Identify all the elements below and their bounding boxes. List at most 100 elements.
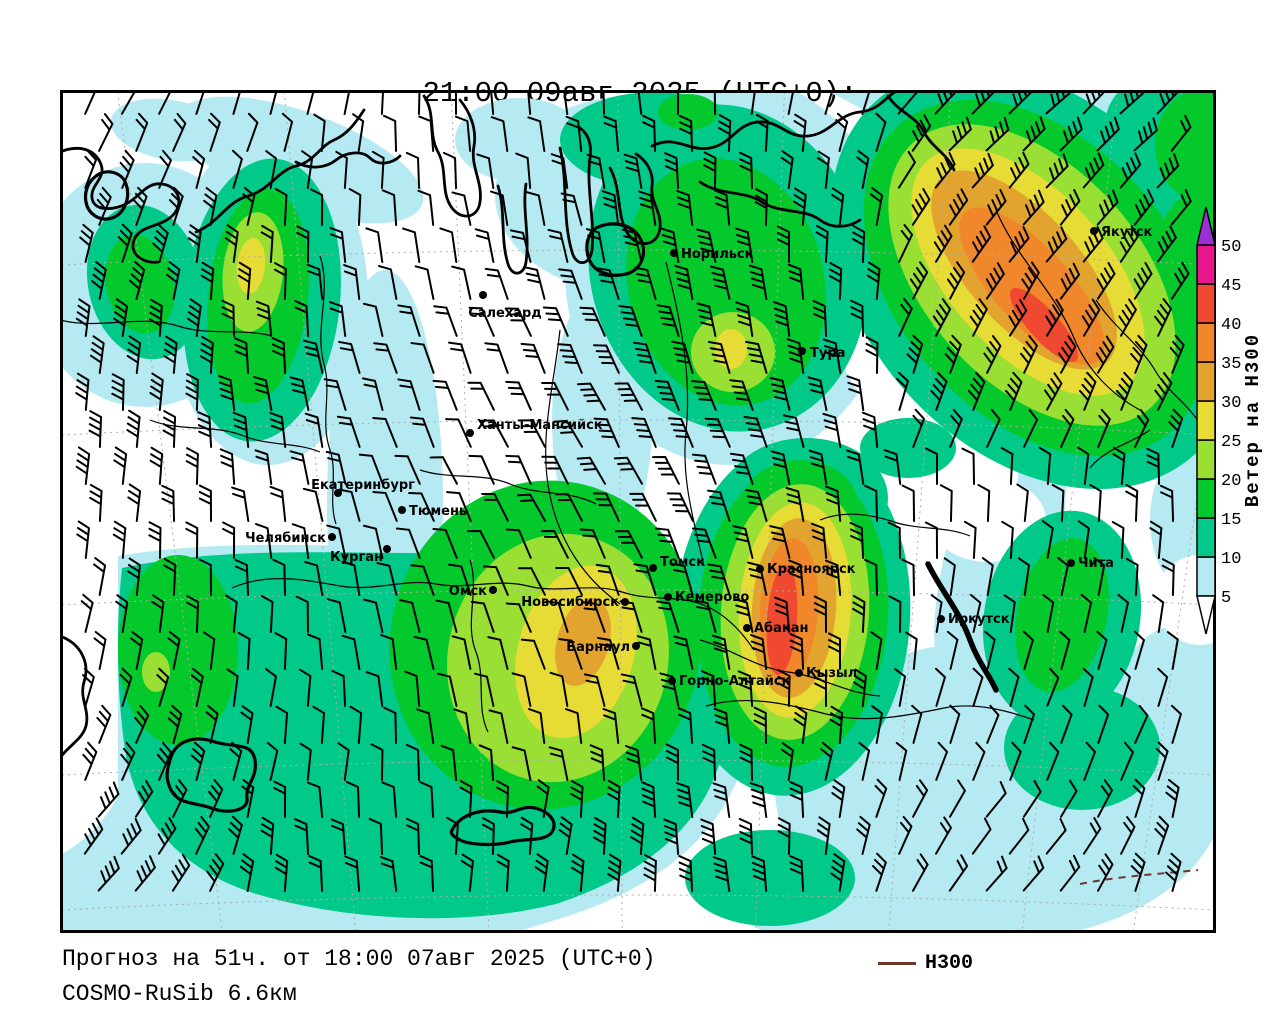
city: Челябинск	[245, 531, 336, 546]
wind-barb	[1045, 298, 1064, 337]
map-graphic	[449, 805, 556, 847]
wind-barb	[1046, 667, 1060, 707]
wind-barb	[528, 708, 546, 744]
map-graphic	[658, 94, 718, 130]
wind-barb	[985, 262, 1005, 300]
wind-barb	[1132, 778, 1146, 818]
graticule-parallel	[61, 894, 1215, 911]
wind-barb	[888, 595, 902, 633]
map-graphic	[61, 147, 181, 264]
wind-barb	[1060, 704, 1073, 744]
map-graphic	[545, 329, 621, 605]
wind-barb	[381, 189, 398, 226]
city-label: Кызыл	[806, 666, 857, 681]
map-graphic	[1004, 686, 1160, 810]
wind-barb	[986, 408, 1001, 448]
wind-barb	[379, 856, 398, 892]
city-label: Барнаул	[566, 640, 630, 655]
wind-barb	[1008, 817, 1030, 855]
wind-barb	[673, 635, 694, 670]
city-label: Горно-Алтайск	[679, 674, 791, 689]
wind-barb	[933, 224, 953, 263]
wind-barb	[198, 558, 213, 596]
wind-barb	[703, 151, 717, 189]
wind-barb	[325, 450, 347, 485]
wind-barb	[932, 298, 952, 337]
wind-barb	[935, 816, 952, 855]
wind-barb	[345, 780, 361, 818]
wind-barb	[313, 113, 326, 152]
wind-barb	[780, 742, 794, 781]
wind-barb	[126, 409, 141, 448]
city: Кемерово	[664, 590, 749, 605]
wind-barb	[638, 190, 657, 226]
wind-barb	[171, 853, 191, 892]
map-graphic	[176, 96, 424, 224]
wind-barb	[517, 419, 546, 448]
wind-barb	[383, 706, 398, 744]
wind-barb	[260, 224, 274, 263]
wind-barb	[971, 91, 995, 115]
city-marker	[756, 565, 764, 573]
wind-barb	[773, 301, 791, 337]
wind-barb	[777, 669, 791, 707]
wind-barb	[1133, 188, 1155, 226]
wind-barb	[1017, 557, 1030, 596]
wind-barb	[676, 189, 694, 226]
wind-barb	[1120, 816, 1136, 855]
wind-barb	[338, 340, 361, 374]
wind-barb	[816, 150, 830, 189]
wind-barb	[769, 376, 791, 411]
wind-barb	[678, 855, 694, 892]
wind-barb	[1119, 225, 1139, 263]
map-graphic	[705, 699, 1035, 721]
map-graphic	[294, 151, 402, 169]
wind-barb	[193, 91, 207, 115]
wind-barb	[743, 91, 757, 115]
wind-barb	[306, 263, 324, 300]
wind-barb	[219, 448, 236, 485]
wind-barb	[1022, 116, 1046, 152]
wind-barb	[788, 559, 805, 596]
wind-barb	[241, 779, 255, 818]
wind-barb	[558, 638, 583, 670]
wind-barb	[1038, 446, 1052, 485]
map-graphic	[419, 469, 597, 505]
colorbar-segment	[1196, 517, 1216, 558]
wind-barb	[200, 261, 215, 300]
wind-barb	[1156, 153, 1180, 189]
wind-barb	[1149, 520, 1163, 559]
city-markers-layer: Норильск Салехард Тура Ханты-Мансийск Екатер…	[245, 225, 1152, 689]
city: Тура	[798, 346, 845, 361]
wind-barb	[785, 486, 805, 522]
wind-barb	[84, 91, 99, 115]
city-marker	[1090, 227, 1098, 235]
city-label: Ханты-Мансийск	[477, 418, 603, 433]
wind-barb	[816, 816, 831, 855]
wind-barb	[484, 267, 509, 300]
map-graphic	[61, 635, 89, 759]
wind-barb	[753, 706, 768, 744]
wind-barb	[304, 561, 324, 596]
map-graphic	[925, 561, 999, 693]
wind-barb	[971, 817, 992, 855]
wind-barb	[1097, 853, 1114, 892]
wind-barb	[516, 493, 546, 522]
wind-barb	[289, 376, 310, 411]
wind-barb	[1118, 298, 1137, 337]
wind-barb	[294, 818, 310, 855]
wind-barb	[1083, 741, 1096, 781]
wind-barb	[520, 638, 546, 670]
wind-barb	[372, 490, 398, 522]
wind-barb	[75, 372, 90, 411]
wind-barb	[754, 188, 768, 226]
wind-barb	[1156, 225, 1177, 263]
wind-barb	[707, 563, 731, 596]
wind-barb	[751, 855, 768, 892]
wind-barb	[909, 261, 929, 300]
map-graphic	[496, 182, 529, 275]
wind-barb	[1159, 484, 1175, 522]
wind-barb	[229, 741, 243, 781]
wind-barb	[898, 815, 913, 855]
